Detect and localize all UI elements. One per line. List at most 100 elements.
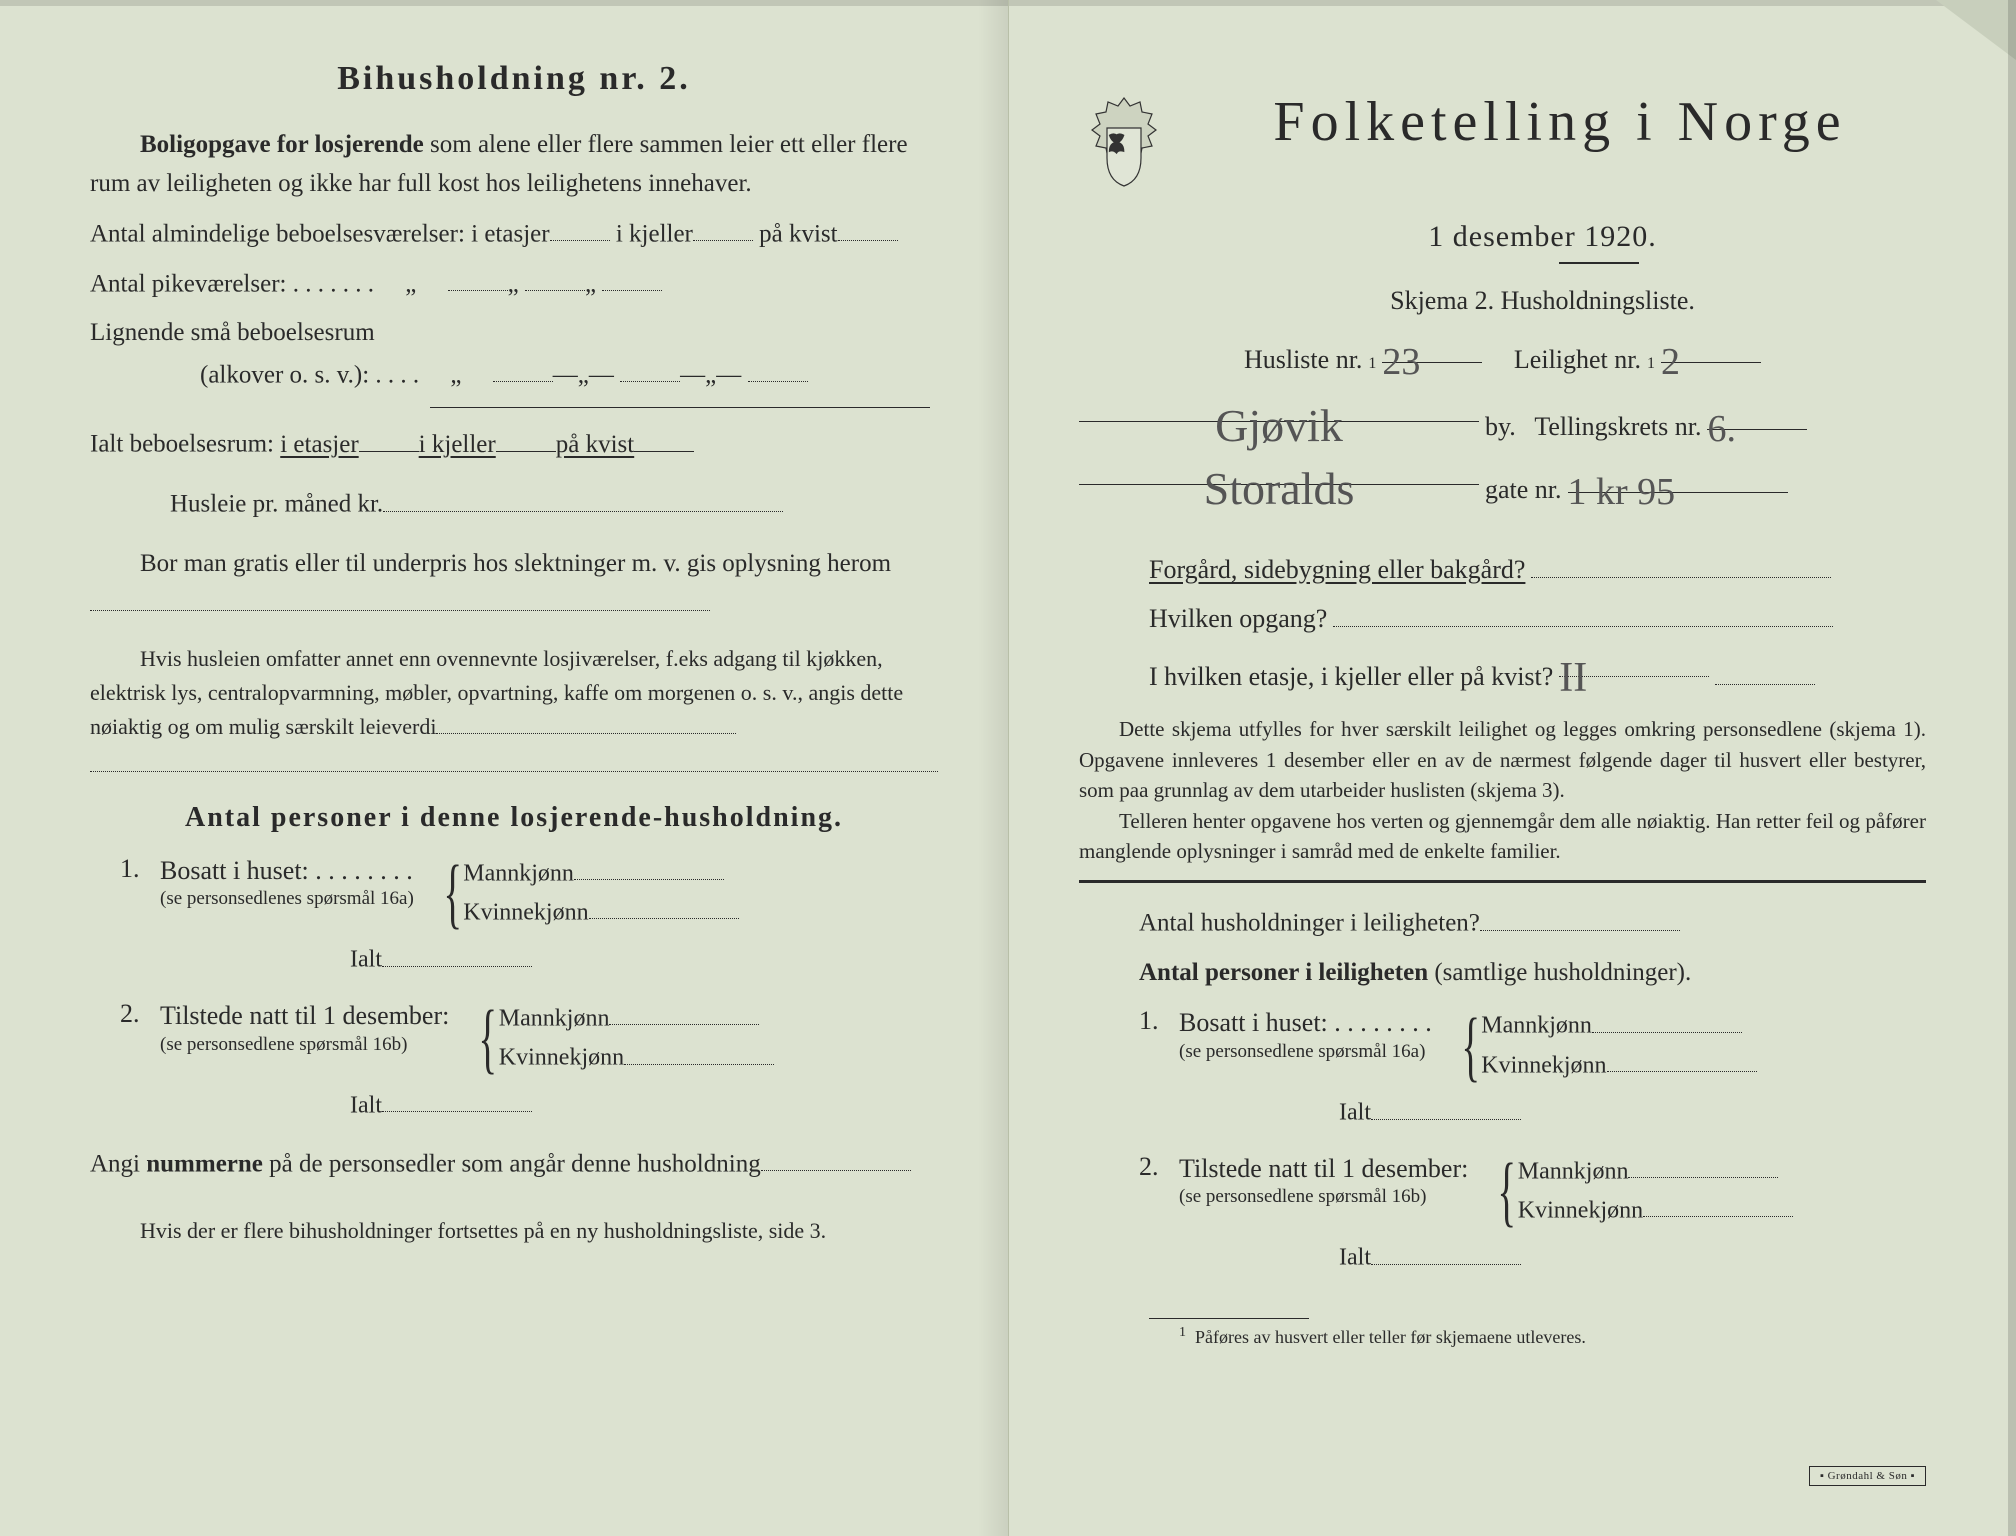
date-rule [1559,262,1639,264]
antal-alm-label: Antal almindelige beboelsesværelser: i e… [90,220,550,247]
by-value: Gjøvik [1215,399,1343,452]
ialt-2-row: Ialt [350,1086,938,1119]
blank [1607,1046,1757,1072]
blank [382,940,532,966]
tk-blank: 6. [1707,401,1807,430]
blank [1628,1152,1778,1178]
r-bosatt-sub: (se personsedlene spørsmål 16a) [1179,1040,1432,1065]
shadow [1009,0,2016,6]
angi-pre: Angi [90,1150,146,1177]
footnote-sup: 1 [1179,1325,1186,1340]
lignende-row: (alkover o. s. v.): . . . . „ —„— —„— [200,355,938,395]
blank [1371,1093,1521,1119]
blank [525,264,585,292]
boligopgave-bold: Boligopgave for losjerende [140,131,424,158]
r-ialt-1: Ialt [1339,1100,1371,1126]
footnote-text: Påføres av husvert eller teller før skje… [1195,1327,1586,1347]
blank [448,264,508,292]
left-page: Bihusholdning nr. 2. Boligopgave for los… [0,0,1008,1536]
blank [496,424,556,452]
blank [748,355,808,383]
by-blank: Gjøvik [1079,393,1479,422]
leilighet-label: Leilighet nr. [1514,345,1641,375]
ialt-beb-row: Ialt beboelsesrum: i etasjeri kjellerpå … [90,424,938,464]
main-title: Folketelling i Norge [1194,90,1926,154]
footnote-rule [1149,1318,1309,1320]
blank [90,583,710,611]
hvis-husleien-para: Hvis husleien omfatter annet enn ovennev… [90,642,938,744]
r-brace-1: { Mannkjønn Kvinnekjønn [1452,1006,1757,1085]
tilstede-label: Tilstede natt til 1 desember: [160,1001,449,1030]
i-kjeller-2: i kjeller [419,431,496,458]
r-tilstede-label: Tilstede natt til 1 desember: [1179,1154,1468,1183]
blank [602,264,662,292]
header: Folketelling i Norge [1079,90,1926,210]
blank [550,214,610,242]
bosatt-label-wrap: Bosatt i huset: . . . . . . . . (se pers… [160,854,414,912]
brace-glyph: { [443,858,462,928]
r-brace-2: { Mannkjønn Kvinnekjønn [1488,1152,1793,1231]
etasje-row: I hvilken etasje, i kjeller eller på kvi… [1149,648,1926,692]
etasje-q: I hvilken etasje, i kjeller eller på kvi… [1149,662,1553,692]
r-kvinne-1: Kvinnekjønn [1481,1052,1606,1078]
lignende-2: (alkover o. s. v.): . . . . [200,361,419,388]
item-2: 2. Tilstede natt til 1 desember: (se per… [120,999,938,1078]
r-brace-lines-1: Mannkjønn Kvinnekjønn [1481,1006,1756,1085]
ialt-1-row: Ialt [350,940,938,973]
angi-bold: nummerne [146,1150,263,1177]
antal-pike-label: Antal pikeværelser: . . . . . . . [90,270,374,297]
num-1: 1. [120,854,160,884]
fine-2: Telleren henter opgavene hos verten og g… [1079,806,1926,867]
date: 1 desember 1920. [1159,220,1926,254]
brace-lines-2: Mannkjønn Kvinnekjønn [499,999,774,1078]
tk-value: 6. [1707,407,1736,451]
antal-alm-row: Antal almindelige beboelsesværelser: i e… [90,214,938,254]
blank [1333,599,1833,628]
r-ialt-1-row: Ialt [1339,1093,1926,1126]
r-kvinne-2: Kvinnekjønn [1518,1197,1643,1223]
blank [1480,903,1680,931]
schema-line: Skjema 2. Husholdningsliste. [1159,286,1926,316]
tilstede-label-wrap: Tilstede natt til 1 desember: (se person… [160,999,449,1057]
blank [1371,1238,1521,1264]
blank [90,754,938,772]
blank [609,999,759,1025]
footnote-block: 1 Påføres av husvert eller teller før sk… [1079,1312,1926,1349]
mann-2: Mannkjønn [499,1005,610,1031]
blank [382,1086,532,1112]
ialt-beb-label: Ialt beboelsesrum: [90,431,274,458]
antal-pike-row: Antal pikeværelser: . . . . . . . „ „ „ [90,264,938,304]
husliste-value: 23 [1382,340,1420,384]
blank [436,710,736,734]
blank [620,355,680,383]
gate-blank: 1 kr 95 [1568,464,1788,493]
blank [761,1144,911,1172]
lignende-1: Lignende små beboelsesrum [90,314,938,353]
blank [838,214,898,242]
num-2: 2. [120,999,160,1029]
brace-glyph-2: { [479,1003,498,1073]
r-bosatt-wrap: Bosatt i huset: . . . . . . . . (se pers… [1179,1006,1432,1064]
i-etasjer: i etasjer [280,431,358,458]
r-num-2: 2. [1139,1152,1179,1182]
footnote-text-wrap: 1 Påføres av husvert eller teller før sk… [1179,1325,1926,1348]
blank [693,214,753,242]
street-value: Storalds [1204,462,1355,515]
blank [589,893,739,919]
r-tilstede-sub: (se personsedlene spørsmål 16b) [1179,1185,1468,1210]
mann-1: Mannkjønn [463,860,574,886]
ialt-1: Ialt [350,947,382,973]
blank [1643,1191,1793,1217]
bor-man-text: Bor man gratis eller til underpris hos s… [140,550,891,577]
blank [574,854,724,880]
opgang-q: Hvilken opgang? [1149,604,1327,634]
r-mann-1: Mannkjønn [1481,1013,1592,1039]
blank [359,424,419,452]
left-title: Bihusholdning nr. 2. [90,60,938,98]
bosatt-label: Bosatt i huset: . . . . . . . . [160,856,413,885]
blank [1715,657,1815,686]
gutter-shadow [978,0,1008,1536]
blank [493,355,553,383]
antal-pers-l-rest: (samtlige husholdninger). [1428,959,1691,986]
fold-corner [1936,0,2016,60]
